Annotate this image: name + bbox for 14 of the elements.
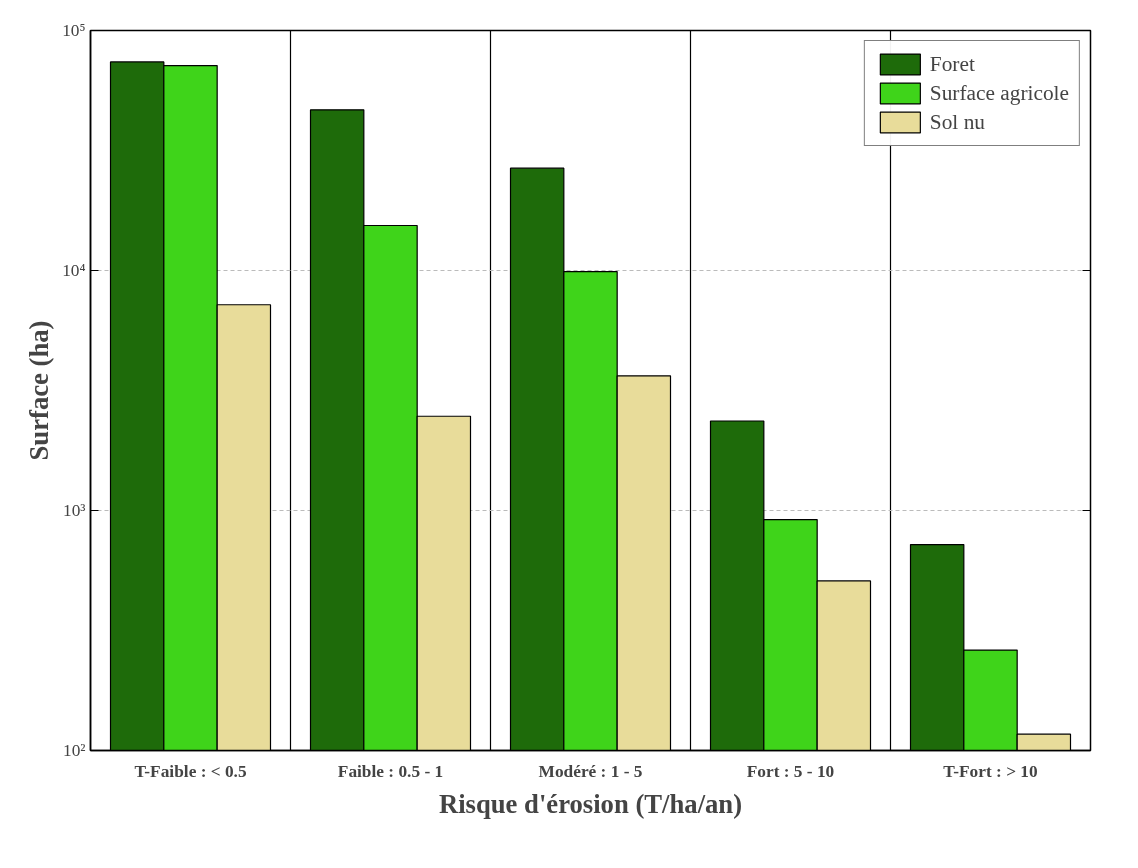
y-tick-label: 10³: [62, 501, 86, 520]
x-tick-label: T-Fort : > 10: [943, 761, 1038, 781]
x-tick-label: Modéré : 1 - 5: [538, 761, 643, 781]
x-axis-title: Risque d'érosion (T/ha/an): [438, 788, 743, 819]
y-tick-label: 10⁵: [62, 21, 86, 40]
x-tick-label: T-Faible : < 0.5: [134, 761, 247, 781]
y-axis-title: Surface (ha): [24, 320, 55, 461]
x-tick-label: Fort : 5 - 10: [746, 761, 835, 781]
legend-label: Foret: [929, 51, 975, 77]
x-tick-label: Faible : 0.5 - 1: [337, 761, 444, 781]
y-tick-label: 10⁴: [62, 261, 86, 280]
legend-label: Sol nu: [929, 109, 985, 135]
y-tick-label: 10²: [62, 741, 86, 760]
legend-label: Surface agricole: [929, 80, 1069, 106]
